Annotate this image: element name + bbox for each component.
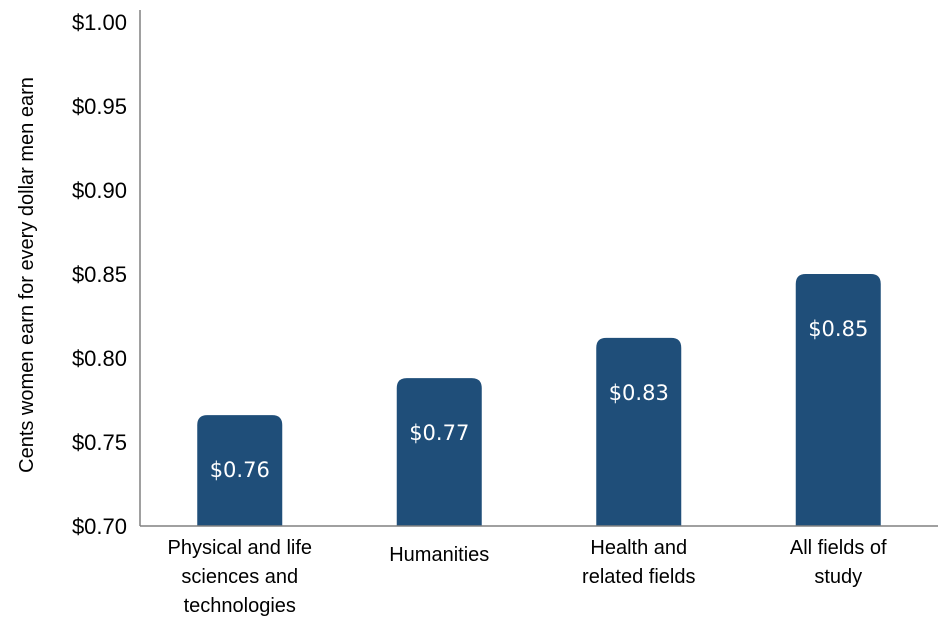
y-tick-label: $0.70 <box>72 514 127 539</box>
category-label-line: study <box>814 566 862 588</box>
data-label: $0.76 <box>210 458 270 482</box>
data-label: $0.77 <box>409 421 469 445</box>
bars <box>197 274 881 526</box>
category-labels: Physical and life sciences and technologie… <box>167 537 887 617</box>
data-label: $0.85 <box>808 317 868 341</box>
category-label-line: sciences and <box>181 566 298 588</box>
category-label: Health and related fields <box>582 537 695 588</box>
bar <box>197 415 283 526</box>
y-tick-label: $0.85 <box>72 262 127 287</box>
category-label: Humanities <box>389 544 489 566</box>
y-tick-label: $0.95 <box>72 94 127 119</box>
bar <box>596 337 682 526</box>
y-tick-label: $1.00 <box>72 10 127 35</box>
data-label: $0.83 <box>609 381 669 405</box>
y-tick-label: $0.75 <box>72 430 127 455</box>
category-label-line: technologies <box>184 595 296 617</box>
y-axis-ticks: $1.00 $0.95 $0.90 $0.85 $0.80 $0.75 $0.70 <box>72 10 127 539</box>
y-tick-label: $0.80 <box>72 346 127 371</box>
category-label: Physical and life sciences and technologie… <box>167 537 312 617</box>
category-label-line: All fields of <box>790 537 887 559</box>
y-tick-label: $0.90 <box>72 178 127 203</box>
category-label-line: related fields <box>582 566 695 588</box>
bar <box>795 274 881 526</box>
bar <box>396 378 482 526</box>
y-axis-label: Cents women earn for every dollar men ea… <box>16 77 38 473</box>
data-labels: $0.76 $0.77 $0.83 $0.85 <box>210 317 869 482</box>
category-label-line: Health and <box>590 537 687 559</box>
category-label-line: Humanities <box>389 544 489 566</box>
category-label: All fields of study <box>790 537 887 588</box>
category-label-line: Physical and life <box>167 537 312 559</box>
